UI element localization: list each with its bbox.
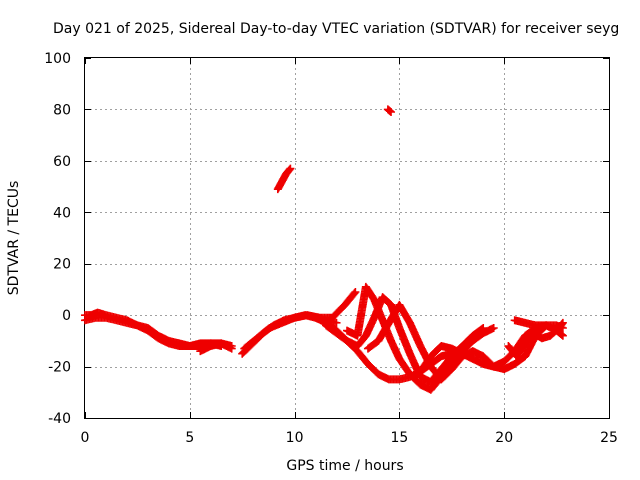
x-tick-label: 25	[600, 430, 618, 446]
x-tick-label: 0	[81, 430, 90, 446]
data-point	[332, 318, 341, 327]
grid-lines	[85, 58, 609, 418]
data-point	[489, 324, 498, 332]
data-point	[351, 288, 360, 296]
plot-frame	[84, 57, 610, 419]
x-tick-label: 10	[286, 430, 304, 446]
y-tick-label: 60	[53, 154, 71, 170]
y-tick-label: 40	[53, 205, 71, 221]
data-point	[227, 344, 236, 353]
data-series-arc-l	[510, 316, 551, 330]
data-series-arc-n	[383, 105, 396, 116]
x-tick-label: 20	[495, 430, 513, 446]
x-tick-label: 5	[185, 430, 194, 446]
y-tick-label: 0	[62, 308, 71, 324]
data-series-arc-k	[504, 318, 567, 361]
y-tick-label: -40	[48, 411, 71, 427]
data-point	[557, 330, 566, 339]
data-point	[350, 289, 359, 298]
data-series-arc-c	[196, 339, 236, 356]
y-axis-title: SDTVAR / TECUs	[6, 181, 22, 296]
data-point	[385, 107, 394, 116]
data-point	[558, 319, 567, 328]
x-axis-title: GPS time / hours	[286, 458, 403, 474]
y-tick-label: 20	[53, 257, 71, 273]
axis-ticks: 0 5 10 15 20 25 -40 -20 0 20 40 60 80 100	[44, 51, 618, 446]
data-point	[542, 321, 551, 330]
y-tick-label: -20	[48, 360, 71, 376]
data-series	[81, 105, 567, 394]
data-point	[285, 165, 294, 174]
chart-title: Day 021 of 2025, Sidereal Day-to-day VTE…	[53, 21, 619, 37]
y-tick-label: 80	[53, 102, 71, 118]
data-series-arc-m	[273, 164, 295, 194]
data-point	[387, 108, 396, 116]
data-point	[558, 318, 567, 327]
data-point	[558, 331, 567, 340]
y-tick-label: 100	[44, 51, 71, 67]
x-tick-label: 15	[390, 430, 408, 446]
data-point	[286, 164, 295, 173]
data-series-arc-e	[240, 288, 360, 353]
